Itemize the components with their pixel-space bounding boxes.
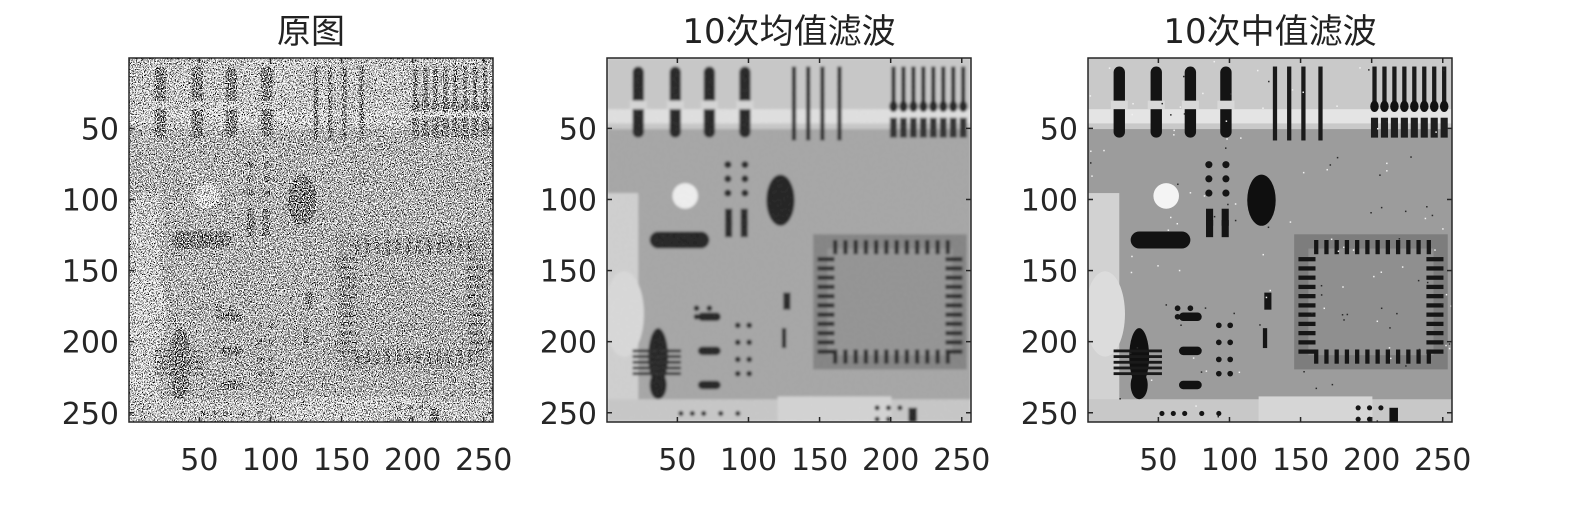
panel-median: 10次中值滤波 50 100 150 200 250 50 100 150 200 250: [1021, 12, 1472, 478]
panel-mean: 10次均值滤波 50 100 150 200 250 50 100 150 200 250: [540, 12, 991, 478]
y-tick-label: 250: [1021, 397, 1078, 432]
y-tick-label: 50: [559, 112, 597, 147]
y-tick-label: 250: [540, 397, 597, 432]
x-tick-label: 200: [384, 443, 441, 478]
y-tick-label: 100: [62, 183, 119, 218]
y-tick-label: 200: [62, 326, 119, 361]
y-tick-label: 50: [81, 112, 119, 147]
panel-title-mean: 10次均值滤波: [682, 12, 895, 52]
y-tick-label: 50: [1040, 112, 1078, 147]
panel-title-median: 10次中值滤波: [1163, 12, 1376, 52]
x-tick-label: 100: [720, 443, 777, 478]
x-tick-label: 150: [1272, 443, 1329, 478]
x-tick-label: 100: [1201, 443, 1258, 478]
y-tick-label: 100: [540, 183, 597, 218]
x-tick-label: 250: [933, 443, 990, 478]
y-tick-label: 200: [1021, 326, 1078, 361]
x-tick-label: 150: [791, 443, 848, 478]
y-tick-label: 250: [62, 397, 119, 432]
x-tick-label: 250: [455, 443, 512, 478]
y-tick-label: 200: [540, 326, 597, 361]
x-tick-label: 50: [180, 443, 218, 478]
panel-title-original: 原图: [277, 12, 345, 52]
y-tick-label: 100: [1021, 183, 1078, 218]
panel-original: 原图 50 100 150 200 250 50 100 150 200 250: [62, 12, 513, 478]
x-tick-label: 250: [1414, 443, 1471, 478]
y-tick-label: 150: [1021, 255, 1078, 290]
x-tick-label: 50: [658, 443, 696, 478]
image-original: [126, 58, 493, 422]
x-tick-label: 200: [862, 443, 919, 478]
x-tick-label: 200: [1343, 443, 1400, 478]
image-mean: [604, 58, 971, 422]
x-tick-label: 150: [313, 443, 370, 478]
y-tick-label: 150: [540, 255, 597, 290]
y-tick-label: 150: [62, 255, 119, 290]
x-tick-label: 100: [242, 443, 299, 478]
image-median: [1085, 58, 1452, 422]
x-tick-label: 50: [1139, 443, 1177, 478]
